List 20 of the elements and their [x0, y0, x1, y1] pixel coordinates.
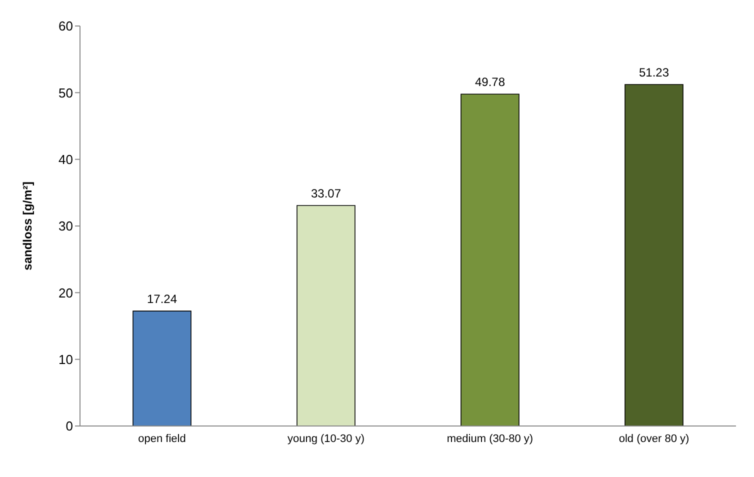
data-label: 33.07 [310, 186, 342, 201]
x-tick-label: medium (30-80 y) [446, 432, 534, 445]
y-tick-label: 50 [58, 85, 73, 100]
x-tick-label: open field [138, 432, 186, 445]
x-tick-label: young (10-30 y) [287, 432, 365, 445]
bar [460, 94, 520, 426]
y-tick-label: 40 [58, 152, 73, 167]
y-tick-label: 30 [58, 218, 73, 234]
bar [624, 84, 684, 426]
data-label: 49.78 [474, 75, 506, 90]
y-tick-label: 0 [66, 418, 73, 434]
data-label: 51.23 [638, 65, 670, 80]
bar [296, 205, 356, 426]
data-label: 17.24 [146, 292, 178, 306]
y-axis-title: sandloss [g/m²] [20, 182, 34, 270]
y-tick-label: 10 [58, 352, 73, 367]
x-tick-label: old (over 80 y) [618, 432, 690, 445]
y-tick-label: 20 [58, 285, 73, 300]
bar [132, 310, 192, 426]
y-tick-label: 60 [58, 18, 73, 34]
